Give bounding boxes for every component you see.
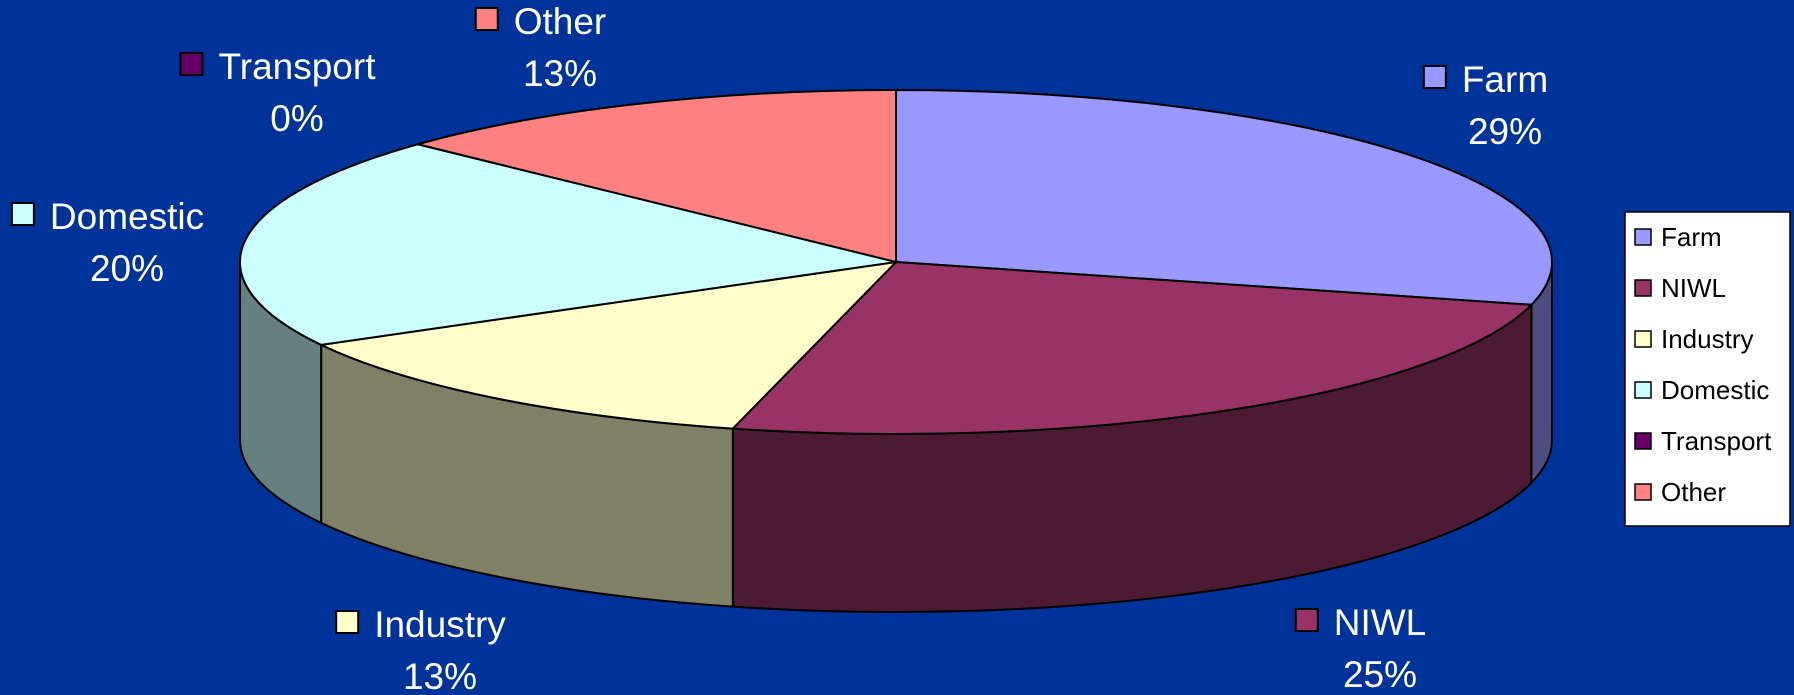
data-label-name: Domestic [50, 196, 204, 237]
data-label-percent: 20% [90, 248, 164, 289]
data-label-percent: 13% [403, 656, 477, 695]
legend-label: Other [1661, 477, 1726, 507]
legend-item-domestic: Domestic [1634, 375, 1769, 405]
data-labels: Farm 29% NIWL 25% Industry 13% Domestic 20% Tran… [10, 1, 1548, 695]
slice-domestic [239, 143, 897, 346]
data-label-other: Other 13% [474, 1, 607, 94]
pie-slices [239, 88, 1553, 613]
data-label-industry: Industry 13% [335, 604, 506, 695]
data-label-name: Industry [374, 604, 506, 645]
data-label-swatch [1422, 65, 1447, 89]
legend-label: Transport [1661, 426, 1772, 456]
legend-item-niwl: NIWL [1634, 273, 1726, 303]
legend-label: Domestic [1661, 375, 1769, 405]
legend: Farm NIWL Industry Domestic Transport Other [1624, 211, 1791, 527]
data-label-swatch [474, 7, 499, 31]
legend-swatch [1634, 330, 1652, 348]
data-label-niwl: NIWL 25% [1294, 602, 1427, 695]
data-label-swatch [335, 610, 360, 634]
data-label-domestic: Domestic 20% [10, 196, 204, 289]
data-label-transport: Transport 0% [179, 46, 377, 139]
slice-farm [895, 88, 1553, 306]
data-label-percent: 29% [1468, 111, 1542, 152]
legend-label: Industry [1661, 324, 1754, 354]
slice-industry [317, 260, 899, 430]
data-label-name: Other [514, 1, 607, 42]
data-label-name: Transport [219, 46, 377, 87]
legend-box [1624, 211, 1791, 527]
legend-item-farm: Farm [1634, 222, 1722, 252]
data-label-swatch [179, 52, 204, 76]
legend-label: NIWL [1661, 273, 1726, 303]
data-label-name: NIWL [1334, 602, 1427, 643]
data-label-farm: Farm 29% [1422, 59, 1548, 152]
data-label-percent: 13% [523, 53, 597, 94]
data-label-percent: 0% [270, 98, 323, 139]
slice-niwl [730, 260, 1534, 435]
legend-swatch [1634, 483, 1652, 501]
legend-swatch [1634, 381, 1652, 399]
legend-label: Farm [1661, 222, 1722, 252]
data-label-swatch [1294, 608, 1319, 632]
data-label-percent: 25% [1343, 654, 1417, 695]
legend-swatch [1634, 279, 1652, 297]
slice-other [413, 88, 897, 264]
legend-swatch [1634, 228, 1652, 246]
legend-swatch [1634, 432, 1652, 450]
legend-item-transport: Transport [1634, 426, 1772, 456]
legend-item-industry: Industry [1634, 324, 1754, 354]
data-label-swatch [10, 202, 35, 226]
data-label-name: Farm [1462, 59, 1548, 100]
legend-item-other: Other [1634, 477, 1726, 507]
